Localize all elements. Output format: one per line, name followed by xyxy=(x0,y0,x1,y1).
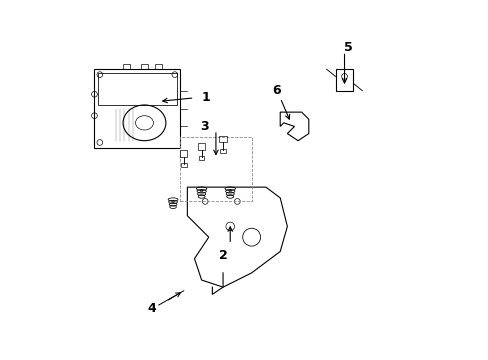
Bar xyxy=(180,150,187,157)
Bar xyxy=(220,149,225,153)
Bar xyxy=(155,64,162,69)
Text: 5: 5 xyxy=(343,41,352,54)
Text: 4: 4 xyxy=(147,302,156,315)
Bar xyxy=(335,69,353,91)
Bar xyxy=(94,69,180,148)
Text: 1: 1 xyxy=(201,91,210,104)
Text: 2: 2 xyxy=(218,248,227,261)
Text: 6: 6 xyxy=(272,84,281,97)
Bar xyxy=(181,163,186,167)
Bar xyxy=(180,137,251,202)
Bar xyxy=(198,156,204,160)
Bar xyxy=(123,64,130,69)
Bar xyxy=(141,64,148,69)
Text: 3: 3 xyxy=(200,120,208,133)
Bar xyxy=(219,136,226,143)
Bar xyxy=(98,73,176,105)
Bar xyxy=(198,143,205,150)
